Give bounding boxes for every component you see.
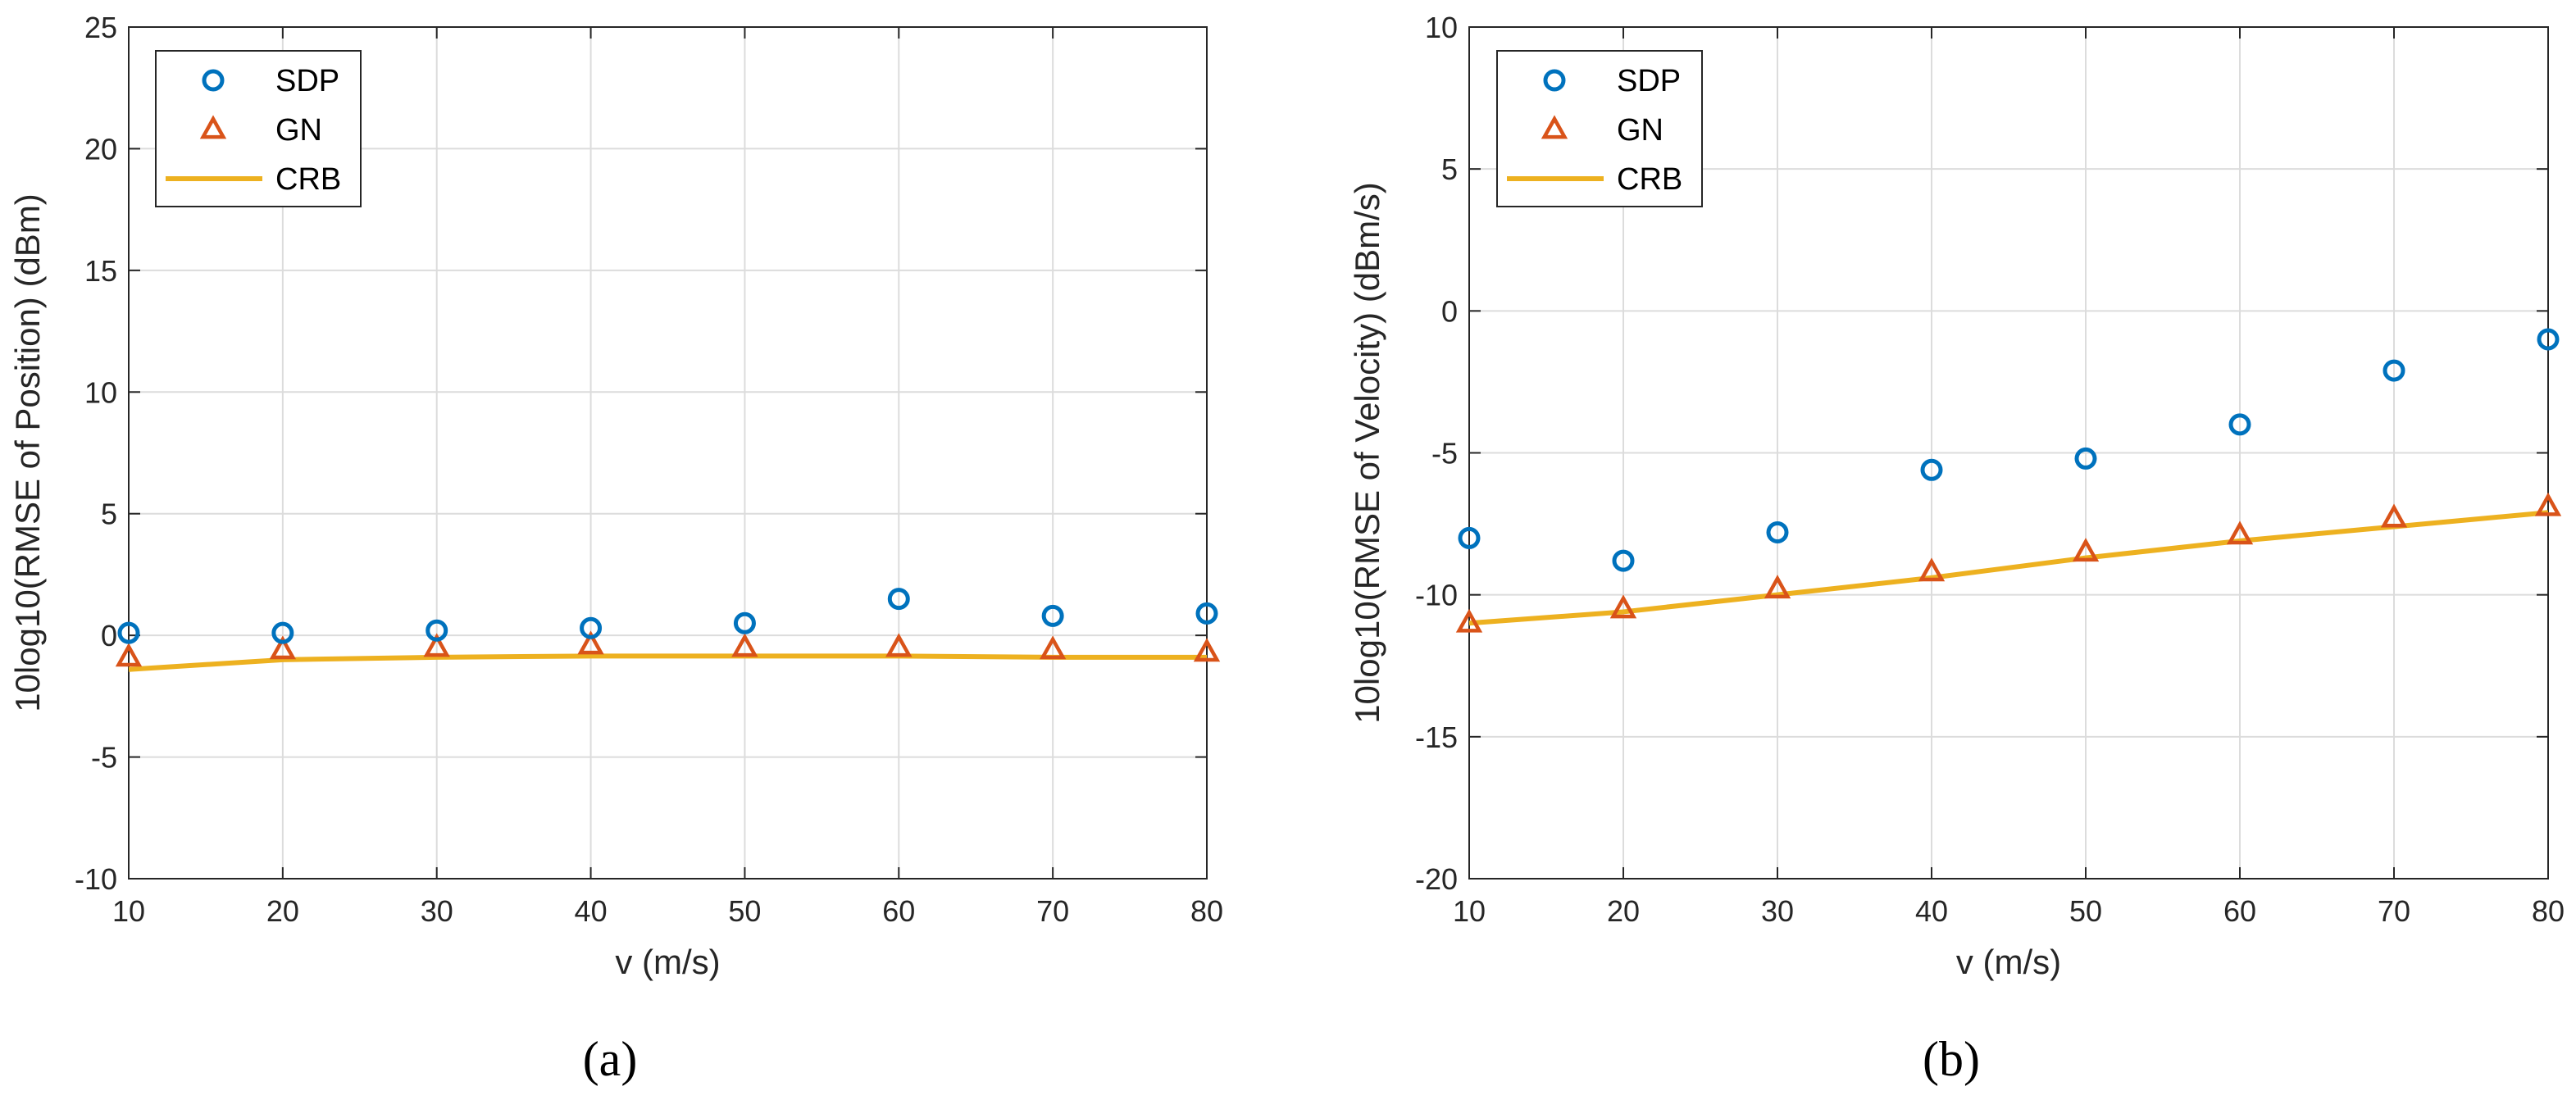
- data-point-sdp: [117, 621, 140, 644]
- data-point-gn: [1039, 635, 1067, 660]
- data-point-gn: [2380, 503, 2408, 528]
- legend-label-crb: CRB: [275, 162, 341, 197]
- x-tick-label: 80: [1190, 894, 1223, 928]
- data-point-gn: [731, 633, 758, 657]
- x-tick-label: 30: [421, 894, 453, 928]
- data-point-sdp: [2383, 359, 2405, 382]
- y-tick-label: 20: [84, 132, 117, 166]
- x-tick-label: 80: [2532, 894, 2565, 928]
- axes-box: [128, 26, 1208, 880]
- data-point-sdp: [2228, 413, 2251, 436]
- data-point-sdp: [1195, 602, 1218, 625]
- y-tick-label: -5: [1431, 437, 1458, 470]
- legend-label-gn: GN: [1617, 113, 1663, 148]
- data-point-sdp: [1766, 520, 1789, 543]
- data-point-gn: [885, 633, 913, 657]
- legend-label-sdp: SDP: [275, 64, 339, 98]
- data-point-sdp: [426, 619, 448, 642]
- x-tick-label: 50: [728, 894, 761, 928]
- legend-marker-gn: [199, 115, 227, 139]
- panel-label: (a): [583, 1032, 638, 1086]
- x-tick-label: 70: [1036, 894, 1069, 928]
- x-tick-label: 60: [882, 894, 915, 928]
- x-tick-label: 30: [1761, 894, 1794, 928]
- x-axis-label: v (m/s): [1956, 943, 2061, 981]
- y-axis-label: 10log10(RMSE of Position) (dBm): [8, 193, 47, 712]
- y-tick-label: -15: [1415, 720, 1458, 754]
- data-point-gn: [2226, 520, 2254, 545]
- y-tick-label: 15: [84, 254, 117, 288]
- data-point-gn: [1764, 575, 1791, 599]
- legend-label-crb: CRB: [1617, 162, 1682, 197]
- chart-panel-b: 10 20 30 40 50 60 70 80 -20 -15 -10 -5 0 5 10 v (m/s) 10…: [1348, 11, 2565, 1086]
- y-tick-label: 25: [84, 11, 117, 44]
- data-point-sdp: [1458, 526, 1481, 549]
- legend-marker-sdp: [1543, 69, 1566, 92]
- y-tick-label: -10: [75, 862, 117, 896]
- data-point-gn: [2072, 538, 2100, 562]
- y-tick-label: 5: [101, 498, 117, 531]
- data-point-sdp: [1612, 549, 1635, 572]
- y-tick-label: 0: [101, 619, 117, 652]
- data-point-gn: [1193, 638, 1221, 662]
- data-point-sdp: [887, 588, 910, 611]
- y-tick-label: 0: [1441, 294, 1458, 328]
- y-tick-label: 10: [1425, 11, 1458, 44]
- x-tick-label: 10: [1453, 894, 1486, 928]
- y-tick-label: 10: [84, 375, 117, 409]
- data-point-gn: [269, 635, 297, 660]
- legend: SDP GN CRB: [1496, 50, 1703, 207]
- data-point-gn: [577, 630, 604, 655]
- data-point-sdp: [1041, 604, 1064, 627]
- panel-label: (b): [1923, 1032, 1980, 1086]
- y-tick-label: -5: [91, 741, 117, 775]
- data-point-gn: [115, 643, 143, 667]
- x-axis-label: v (m/s): [615, 943, 720, 981]
- y-tick-label: -10: [1415, 579, 1458, 612]
- data-point-sdp: [733, 611, 756, 634]
- series-line-crb: [1468, 510, 2549, 626]
- x-tick-label: 70: [2378, 894, 2410, 928]
- x-tick-label: 60: [2223, 894, 2256, 928]
- x-tick-label: 10: [112, 894, 145, 928]
- legend: SDP GN CRB: [155, 50, 362, 207]
- y-tick-label: 5: [1441, 152, 1458, 186]
- x-tick-label: 40: [575, 894, 608, 928]
- y-axis-label: 10log10(RMSE of Velocity) (dBm/s): [1348, 182, 1386, 724]
- legend-marker-gn: [1541, 115, 1568, 139]
- data-point-sdp: [1920, 458, 1943, 481]
- data-point-gn: [1455, 608, 1483, 633]
- legend-label-gn: GN: [275, 113, 322, 148]
- data-point-sdp: [2537, 328, 2560, 351]
- x-tick-label: 40: [1915, 894, 1948, 928]
- x-tick-label: 20: [1607, 894, 1640, 928]
- data-point-gn: [2534, 492, 2562, 516]
- data-point-gn: [423, 633, 450, 657]
- x-tick-label: 50: [2069, 894, 2102, 928]
- series-line-crb: [128, 653, 1207, 672]
- data-point-gn: [1918, 557, 1946, 582]
- legend-label-sdp: SDP: [1617, 64, 1681, 98]
- y-tick-label: -20: [1415, 862, 1458, 896]
- data-point-gn: [1609, 594, 1637, 619]
- chart-panel-a: 10 20 30 40 50 60 70 80 -10 -5 0 5 10 15 20 25 v (m/s) 10…: [8, 11, 1223, 1086]
- legend-marker-sdp: [202, 69, 225, 92]
- data-point-sdp: [271, 621, 294, 644]
- x-tick-label: 20: [266, 894, 299, 928]
- data-point-sdp: [580, 616, 603, 639]
- data-point-sdp: [2074, 447, 2097, 470]
